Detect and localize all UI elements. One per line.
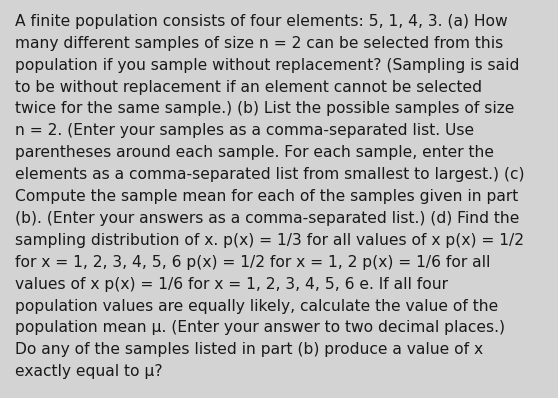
Text: exactly equal to μ?: exactly equal to μ?: [15, 364, 163, 379]
Text: n = 2. (Enter your samples as a comma-separated list. Use: n = 2. (Enter your samples as a comma-se…: [15, 123, 474, 139]
Text: elements as a comma-separated list from smallest to largest.) (c): elements as a comma-separated list from …: [15, 167, 525, 182]
Text: population mean μ. (Enter your answer to two decimal places.): population mean μ. (Enter your answer to…: [15, 320, 505, 336]
Text: for x = 1, 2, 3, 4, 5, 6 p(x) = 1/2 for x = 1, 2 p(x) = 1/6 for all: for x = 1, 2, 3, 4, 5, 6 p(x) = 1/2 for …: [15, 255, 490, 270]
Text: sampling distribution of x. p(x) = 1/3 for all values of x p(x) = 1/2: sampling distribution of x. p(x) = 1/3 f…: [15, 233, 524, 248]
Text: Do any of the samples listed in part (b) produce a value of x: Do any of the samples listed in part (b)…: [15, 342, 483, 357]
Text: parentheses around each sample. For each sample, enter the: parentheses around each sample. For each…: [15, 145, 494, 160]
Text: (b). (Enter your answers as a comma-separated list.) (d) Find the: (b). (Enter your answers as a comma-sepa…: [15, 211, 519, 226]
Text: to be without replacement if an element cannot be selected: to be without replacement if an element …: [15, 80, 482, 95]
Text: many different samples of size n = 2 can be selected from this: many different samples of size n = 2 can…: [15, 36, 503, 51]
Text: Compute the sample mean for each of the samples given in part: Compute the sample mean for each of the …: [15, 189, 518, 204]
Text: A finite population consists of four elements: 5, 1, 4, 3. (a) How: A finite population consists of four ele…: [15, 14, 508, 29]
Text: population values are equally likely, calculate the value of the: population values are equally likely, ca…: [15, 298, 498, 314]
Text: values of x p(x) = 1/6 for x = 1, 2, 3, 4, 5, 6 e. If all four: values of x p(x) = 1/6 for x = 1, 2, 3, …: [15, 277, 448, 292]
Text: population if you sample without replacement? (Sampling is said: population if you sample without replace…: [15, 58, 519, 73]
Text: twice for the same sample.) (b) List the possible samples of size: twice for the same sample.) (b) List the…: [15, 101, 514, 117]
